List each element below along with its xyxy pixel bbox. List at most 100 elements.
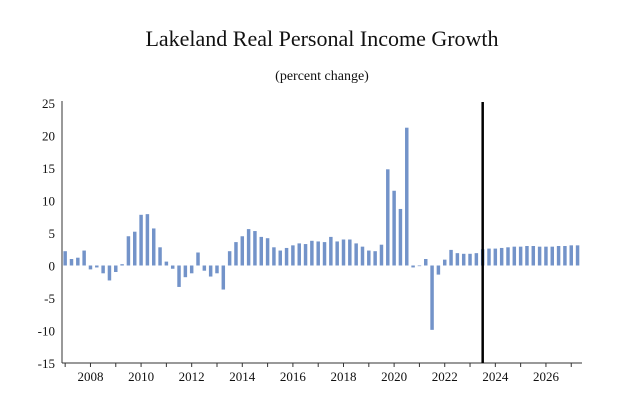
bar (278, 250, 282, 266)
bar (291, 245, 295, 266)
bar (417, 265, 422, 267)
bar (164, 261, 169, 266)
bar (329, 236, 333, 266)
y-tick-label: -15 (38, 356, 55, 371)
bar (442, 259, 447, 266)
x-tick-label: 2018 (331, 369, 357, 384)
bar (145, 214, 150, 266)
bar (253, 231, 257, 266)
bar (506, 247, 510, 266)
x-tick-label: 2014 (229, 369, 256, 384)
bar (297, 243, 301, 266)
bar (133, 231, 137, 266)
x-tick-label: 2012 (179, 369, 205, 384)
chart-title: Lakeland Real Personal Income Growth (145, 26, 498, 51)
y-tick-label: 5 (49, 226, 56, 241)
bar (461, 253, 466, 266)
bar (284, 247, 289, 266)
bar (367, 250, 371, 266)
bar (101, 265, 105, 274)
bar (512, 246, 517, 266)
bar (531, 246, 536, 266)
y-axis-ticks: 25 20 15 10 5 0 -5 -10 -15 (38, 96, 55, 371)
bar (170, 265, 175, 269)
bar (474, 253, 479, 266)
x-tick-label: 2022 (432, 369, 458, 384)
x-tick-label: 2010 (128, 369, 154, 384)
y-tick-label: -10 (38, 324, 55, 339)
bar (95, 265, 99, 268)
bar (208, 265, 213, 277)
bar (386, 169, 390, 266)
bar (493, 248, 498, 266)
bar (120, 264, 124, 266)
bar (151, 228, 156, 266)
bar (221, 265, 226, 290)
bar (411, 265, 415, 268)
bar (487, 248, 491, 266)
bar (227, 251, 232, 266)
bar (234, 242, 238, 266)
bar (82, 250, 86, 266)
bar (265, 238, 270, 266)
bar (537, 246, 542, 266)
x-tick-label: 2008 (77, 369, 103, 384)
bar (272, 247, 276, 266)
bar (348, 239, 352, 266)
bar (525, 246, 529, 266)
chart-subtitle: (percent change) (275, 69, 369, 84)
bar-series (63, 127, 580, 330)
bar (468, 253, 472, 266)
bar (177, 265, 181, 287)
bar (88, 265, 93, 270)
bar (398, 208, 403, 266)
bar (189, 265, 194, 274)
bar (259, 236, 264, 266)
bar (373, 251, 377, 266)
y-tick-label: 0 (49, 259, 56, 274)
bar (76, 257, 80, 266)
bar (158, 247, 162, 266)
bar (544, 246, 548, 266)
bar (335, 241, 339, 266)
bar (563, 246, 567, 266)
bar (114, 265, 118, 272)
bar (518, 246, 523, 266)
bar (126, 236, 131, 266)
bar (499, 247, 504, 266)
x-tick-label: 2026 (533, 369, 560, 384)
bar (215, 265, 219, 274)
bar (360, 246, 365, 266)
y-tick-label: 20 (42, 129, 55, 144)
bar (430, 265, 434, 330)
bar (379, 244, 384, 266)
bar (322, 242, 327, 266)
bar (569, 245, 573, 266)
bar (424, 259, 428, 266)
bar (575, 245, 580, 266)
bar (69, 259, 74, 266)
bar (405, 127, 409, 266)
bar (310, 240, 314, 266)
bar (436, 265, 441, 275)
bar (303, 244, 308, 266)
x-tick-label: 2024 (482, 369, 509, 384)
y-tick-label: -5 (44, 291, 55, 306)
bar (240, 236, 245, 266)
bar (246, 229, 251, 266)
x-axis-ticks: 2008 2010 2012 2014 2016 2018 2020 2022 2024 2026 (64, 363, 572, 384)
x-tick-label: 2016 (280, 369, 307, 384)
bar (139, 214, 143, 266)
y-tick-label: 25 (42, 96, 55, 111)
bar (183, 265, 188, 278)
bar (107, 265, 112, 281)
bar (316, 241, 320, 266)
bar (556, 246, 561, 266)
bar (63, 251, 67, 266)
bar (449, 249, 453, 266)
bar (550, 246, 555, 266)
y-tick-label: 10 (42, 194, 55, 209)
bar (354, 243, 358, 266)
